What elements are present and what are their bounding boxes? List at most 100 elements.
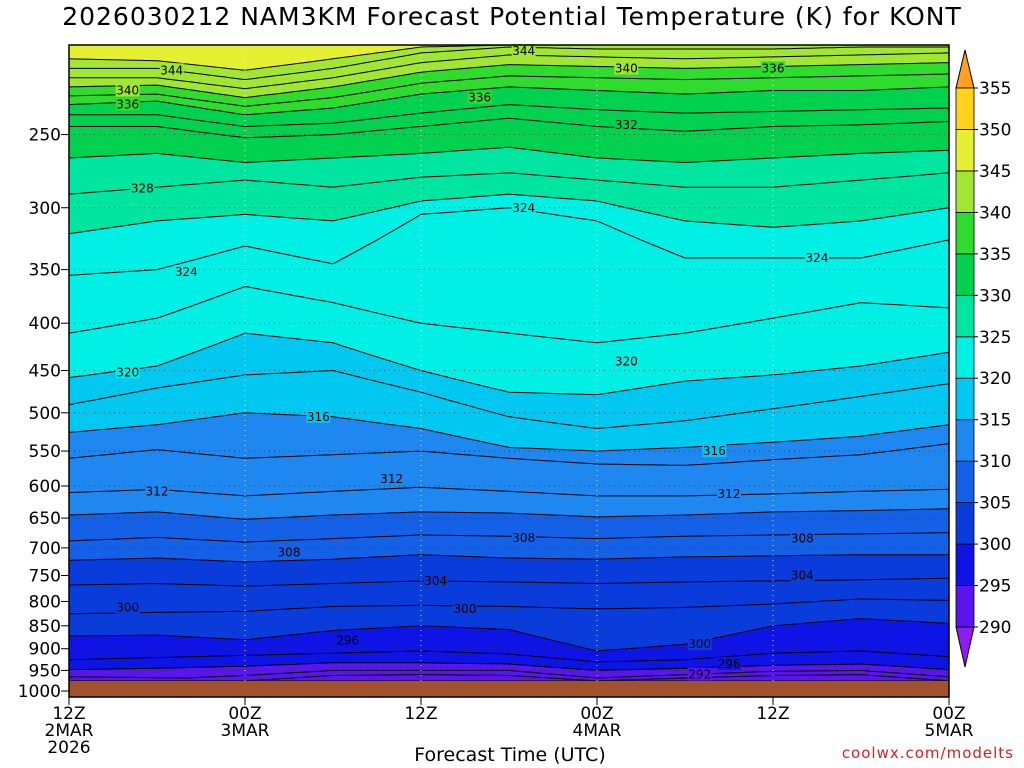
contour-label: 300 (453, 601, 477, 616)
y-axis: 250 300 350 400 450 500 550 600 650 700 750 800 850 9… (18, 126, 69, 702)
x-tick-label: 5MAR (925, 721, 974, 741)
contour-line-328 (69, 172, 949, 195)
y-tick-label: 250 (29, 126, 61, 146)
contour-label: 328 (130, 181, 155, 196)
y-tick-label: 300 (29, 199, 61, 219)
colorbar-max-arrow (955, 49, 975, 89)
source-credit[interactable]: coolwx.com/modelts (841, 744, 1014, 762)
x-tick-label: 2MAR (45, 721, 94, 741)
contour-label: 300 (115, 600, 140, 614)
contour-label: 308 (277, 545, 301, 559)
x-tick-label: 4MAR (573, 721, 622, 741)
x-tick-label: 00Z (580, 704, 613, 724)
contour-label-bg (702, 444, 727, 458)
x-tick-label: 2026 (47, 738, 90, 758)
contour-label-bg (687, 637, 712, 651)
contour-label-text: 292 (688, 668, 711, 682)
contour-label-bg (115, 97, 140, 111)
contour-label: 336 (761, 61, 785, 75)
contour-line-340 (69, 62, 949, 99)
grid-lines (69, 45, 949, 697)
contour-label-text: 324 (175, 265, 198, 279)
contour-label: 316 (702, 444, 727, 458)
contour-label: 296 (717, 657, 741, 671)
colorbar-swatch-335 (955, 211, 975, 255)
y-tick-label: 700 (29, 539, 61, 559)
contour-label-bg (717, 657, 741, 671)
contour-label-bg (467, 90, 492, 104)
colorbar-swatch-295 (955, 543, 975, 586)
y-tick-label: 800 (29, 592, 61, 612)
x-axis-title: Forecast Time (UTC) (414, 744, 606, 766)
contour-label-text: 304 (791, 569, 814, 583)
contour-label-bg (115, 600, 140, 614)
contour-label-text: 300 (688, 637, 711, 651)
contour-line-300 (69, 618, 949, 652)
contour-label: 304 (790, 568, 815, 583)
y-tick-label: 400 (29, 314, 61, 334)
contour-label-text: 320 (615, 354, 638, 368)
contour-label: 296 (335, 633, 360, 648)
contour-label-text: 308 (278, 545, 301, 559)
contour-line-344 (69, 46, 949, 81)
contour-label-text: 312 (718, 487, 741, 501)
contour-label-bg (379, 472, 404, 486)
contour-label-text: 300 (116, 600, 139, 614)
contour-label-text: 312 (146, 484, 169, 498)
contour-label: 308 (511, 530, 536, 545)
contour-label: 304 (423, 573, 448, 588)
contour-line-332 (69, 117, 949, 139)
contour-label: 312 (379, 472, 404, 486)
colorbar-label: 300 (979, 535, 1011, 555)
contour-label: 300 (687, 637, 712, 651)
y-tick-label: 550 (29, 442, 61, 462)
contour-label: 312 (717, 486, 741, 501)
y-tick-label: 750 (29, 567, 61, 587)
contour-label: 340 (614, 61, 639, 75)
contour-label-text: 344 (512, 44, 535, 58)
contour-label: 344 (511, 43, 536, 58)
contour-line-306 (69, 554, 949, 563)
contour-line-334 (69, 104, 949, 128)
contour-label-text: 320 (116, 365, 139, 379)
x-tick-label: 12Z (404, 704, 437, 724)
contour-label: 324 (511, 200, 536, 215)
colorbar-swatch-310 (955, 419, 975, 462)
colorbar-label: 345 (979, 162, 1011, 182)
contour-line-302 (69, 598, 949, 615)
contour-label-text: 324 (512, 201, 535, 215)
contour-label-bg (614, 117, 639, 131)
y-tick-label: 500 (29, 404, 61, 424)
colorbar-label: 295 (979, 577, 1011, 597)
contour-label-bg (614, 61, 639, 75)
contour-label-bg (790, 568, 815, 582)
contour-line-312 (69, 486, 949, 497)
contour-label-bg (717, 486, 741, 500)
colorbar-swatch-300 (955, 502, 975, 545)
contour-label-text: 300 (454, 602, 477, 616)
colorbar-min-arrow (955, 626, 975, 668)
contour-label-bg (145, 484, 169, 498)
contour-line-318 (69, 369, 949, 430)
contour-label-bg (614, 354, 639, 368)
contour-label-text: 308 (791, 532, 814, 546)
colorbar-label: 335 (979, 245, 1011, 265)
colorbar-swatch-305 (955, 460, 975, 504)
colorbar-label: 330 (979, 286, 1011, 306)
contour-label-bg (687, 667, 712, 681)
contour-label: 344 (159, 63, 184, 77)
x-tick-label: 12Z (52, 704, 85, 724)
y-tick-label: 600 (29, 477, 61, 497)
contour-line-336 (69, 86, 949, 116)
contour-label-bg (511, 200, 536, 214)
colorbar-label: 320 (979, 369, 1011, 389)
contour-label-text: 340 (615, 61, 638, 75)
contour-label-bg (423, 573, 448, 587)
contour-label-bg (335, 633, 360, 647)
contour-label-text: 296 (718, 657, 741, 671)
colorbar-label: 310 (979, 452, 1011, 472)
colorbar-label: 340 (979, 203, 1011, 223)
